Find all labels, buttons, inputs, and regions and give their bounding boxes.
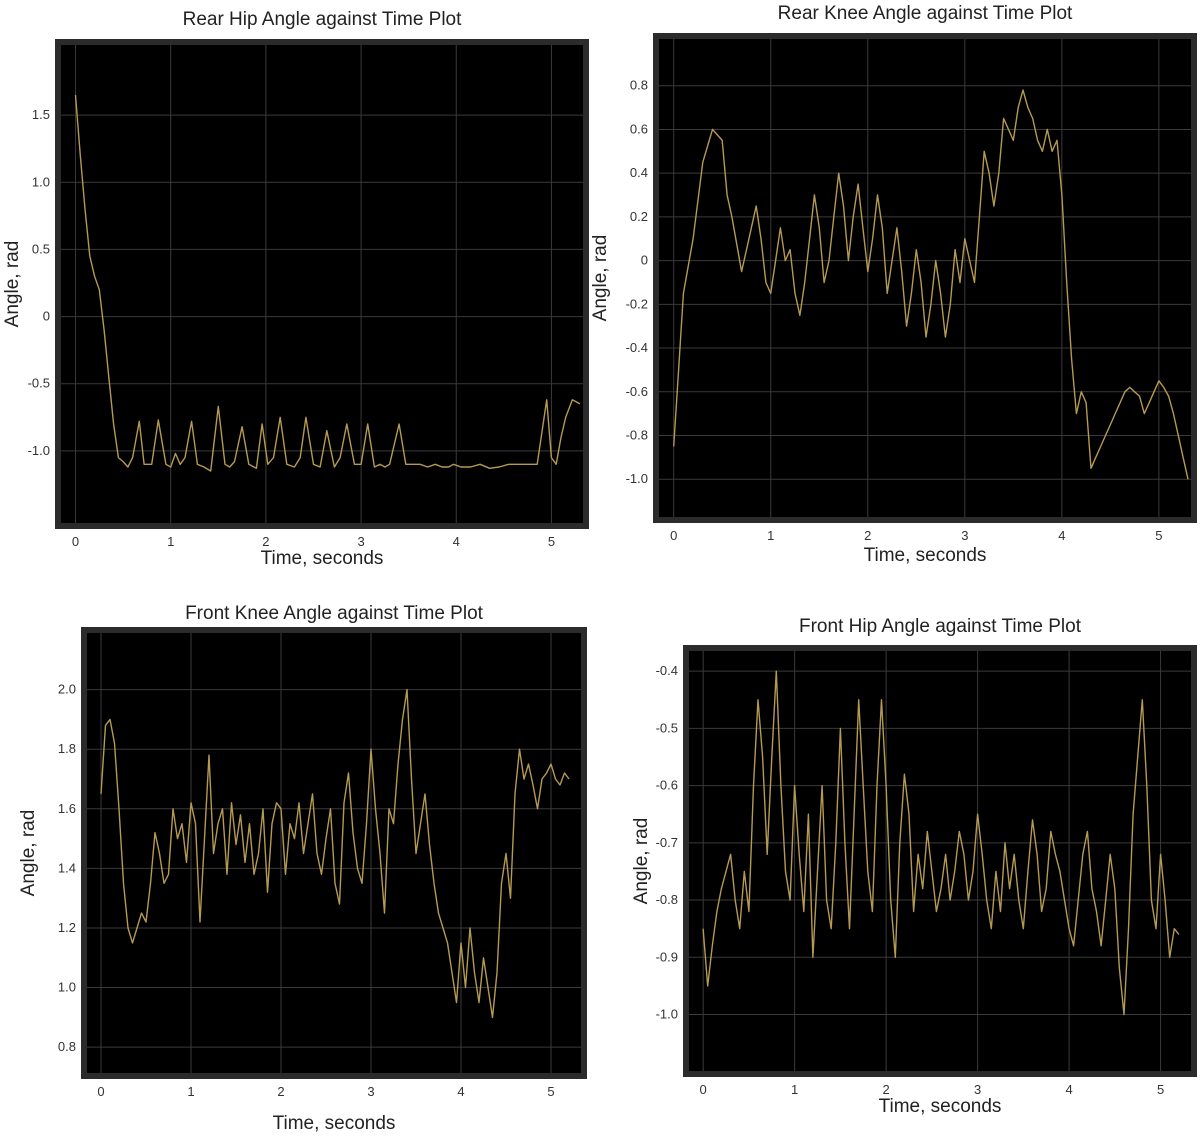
front-knee-x-tick-label: 4 xyxy=(457,1084,464,1099)
front-hip-plot-area xyxy=(683,645,1197,1077)
rear-hip-plot-area xyxy=(55,39,589,529)
front-hip-y-tick-label: -0.8 xyxy=(656,892,678,907)
rear-hip-y-axis-label: Angle, rad xyxy=(2,241,23,328)
rear-hip-series-line xyxy=(74,94,581,472)
rear-knee-x-tick-label: 5 xyxy=(1155,528,1162,543)
front-knee-y-tick-label: 1.4 xyxy=(58,860,76,875)
rear-knee-x-tick-label: 3 xyxy=(961,528,968,543)
rear-knee-y-tick-label: 0.2 xyxy=(630,209,648,224)
front-hip-x-tick-label: 2 xyxy=(882,1082,889,1097)
rear-knee-x-tick-label: 0 xyxy=(670,528,677,543)
rear-knee-x-tick-label: 4 xyxy=(1058,528,1065,543)
front-hip-x-tick-label: 0 xyxy=(700,1082,707,1097)
front-knee-chart: 0 1 2 3 4 5 2.0 1.8 1.6 1.4 1.2 1.0 0.8 Front Knee An… xyxy=(18,603,587,1134)
rear-hip-y-tick-label: -0.5 xyxy=(28,376,50,391)
front-knee-x-tick-label: 2 xyxy=(277,1084,284,1099)
rear-hip-x-tick-label: 4 xyxy=(453,534,460,549)
front-knee-plot-area xyxy=(81,627,587,1079)
rear-hip-x-tick-label: 3 xyxy=(357,534,364,549)
front-knee-y-tick-label: 1.6 xyxy=(58,801,76,816)
front-hip-series-line xyxy=(702,670,1180,1016)
rear-knee-y-tick-label: 0.8 xyxy=(630,78,648,93)
rear-knee-x-axis-label: Time, seconds xyxy=(864,545,987,566)
rear-hip-y-tick-label: 0.5 xyxy=(32,241,50,256)
rear-hip-x-tick-label: 5 xyxy=(548,534,555,549)
front-hip-y-axis-label: Angle, rad xyxy=(631,818,652,905)
rear-hip-x-tick-label: 0 xyxy=(72,534,79,549)
front-knee-x-tick-label: 0 xyxy=(97,1084,104,1099)
front-knee-series-line xyxy=(100,688,570,1019)
rear-hip-chart-title: Rear Hip Angle against Time Plot xyxy=(183,9,463,30)
rear-hip-x-tick-label: 2 xyxy=(262,534,269,549)
rear-hip-y-tick-label: -1.0 xyxy=(28,443,50,458)
rear-knee-y-tick-label: 0 xyxy=(641,253,648,268)
front-knee-y-tick-label: 0.8 xyxy=(58,1039,76,1054)
rear-knee-y-axis-label: Angle, rad xyxy=(590,235,611,322)
rear-knee-x-tick-label: 2 xyxy=(864,528,871,543)
rear-knee-x-tick-label: 1 xyxy=(767,528,774,543)
front-hip-x-tick-label: 5 xyxy=(1157,1082,1164,1097)
front-hip-y-tick-label: -0.9 xyxy=(656,949,678,964)
rear-hip-y-tick-label: 1.5 xyxy=(32,107,50,122)
front-knee-x-axis-label: Time, seconds xyxy=(273,1113,396,1134)
rear-knee-y-tick-label: -0.2 xyxy=(626,296,648,311)
front-hip-y-tick-label: -0.4 xyxy=(656,663,678,678)
front-knee-y-tick-label: 1.2 xyxy=(58,920,76,935)
rear-hip-y-tick-label: 1.0 xyxy=(32,174,50,189)
front-hip-y-tick-label: -0.7 xyxy=(656,835,678,850)
front-knee-chart-title: Front Knee Angle against Time Plot xyxy=(185,603,484,624)
rear-hip-chart: 0 1 2 3 4 5 1.5 1.0 0.5 0 -0.5 -1.0 Rear Hip Angle a… xyxy=(2,9,589,569)
rear-hip-y-tick-label: 0 xyxy=(43,309,50,324)
front-hip-chart: 0 1 2 3 4 5 -0.4 -0.5 -0.6 -0.7 -0.8 -0.9 -1.0 Front … xyxy=(631,616,1197,1117)
front-hip-x-tick-label: 4 xyxy=(1065,1082,1072,1097)
front-hip-x-axis-label: Time, seconds xyxy=(879,1096,1002,1117)
front-knee-y-tick-label: 1.8 xyxy=(58,741,76,756)
rear-knee-y-tick-label: -0.6 xyxy=(626,384,648,399)
rear-knee-y-tick-label: -0.8 xyxy=(626,427,648,442)
rear-knee-chart: 0 1 2 3 4 5 0.8 0.6 0.4 0.2 0 -0.2 -0.4 -0.6 -0.8 -1.0 R… xyxy=(590,3,1197,566)
front-hip-x-tick-label: 3 xyxy=(974,1082,981,1097)
rear-knee-y-tick-label: 0.6 xyxy=(630,121,648,136)
rear-knee-y-tick-label: -0.4 xyxy=(626,340,648,355)
rear-hip-x-tick-label: 1 xyxy=(167,534,174,549)
front-hip-x-tick-label: 1 xyxy=(791,1082,798,1097)
front-hip-y-tick-label: -0.5 xyxy=(656,720,678,735)
front-hip-chart-title: Front Hip Angle against Time Plot xyxy=(799,616,1082,637)
front-hip-y-tick-label: -1.0 xyxy=(656,1007,678,1022)
rear-knee-chart-title: Rear Knee Angle against Time Plot xyxy=(778,3,1073,24)
rear-hip-x-axis-label: Time, seconds xyxy=(261,548,384,569)
front-knee-x-tick-label: 1 xyxy=(187,1084,194,1099)
front-knee-x-tick-label: 3 xyxy=(367,1084,374,1099)
rear-knee-series-line xyxy=(673,89,1189,480)
front-knee-y-tick-label: 2.0 xyxy=(58,682,76,697)
front-knee-x-tick-label: 5 xyxy=(547,1084,554,1099)
rear-knee-plot-area xyxy=(653,33,1197,523)
front-hip-y-tick-label: -0.6 xyxy=(656,778,678,793)
front-knee-y-tick-label: 1.0 xyxy=(58,980,76,995)
rear-knee-y-tick-label: 0.4 xyxy=(630,165,648,180)
front-knee-y-axis-label: Angle, rad xyxy=(18,810,39,897)
rear-knee-y-tick-label: -1.0 xyxy=(626,471,648,486)
